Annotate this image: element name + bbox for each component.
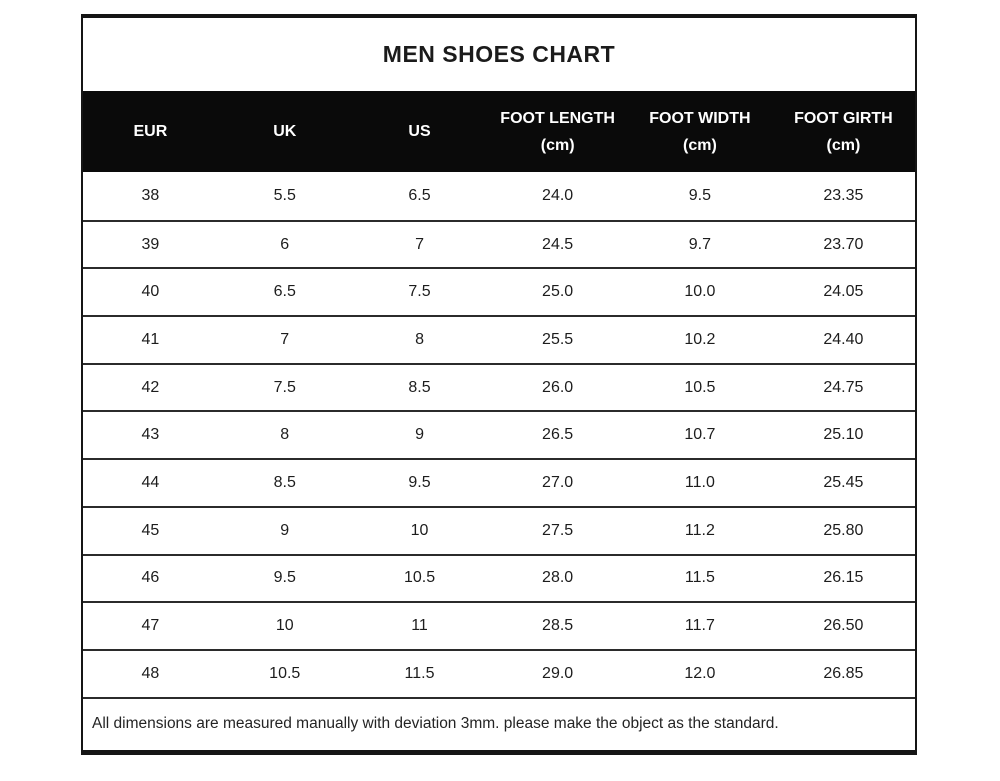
- table-cell-foot-width: 10.0: [684, 283, 716, 301]
- table-row: 43 8 9 26.5 10.7 25.10: [83, 410, 915, 458]
- table-cell-foot-girth: 24.75: [823, 378, 864, 396]
- table-cell-uk: 5.5: [273, 186, 296, 204]
- table-cell-eur: 45: [141, 521, 160, 539]
- table-cell-foot-girth: 25.45: [823, 473, 864, 491]
- table-cell-eur: 41: [141, 330, 160, 348]
- table-cell-eur: 38: [141, 186, 160, 204]
- column-header-label: FOOT LENGTH: [500, 109, 615, 127]
- table-cell-foot-width: 12.0: [684, 664, 716, 682]
- table-cell-foot-girth: 26.15: [823, 569, 864, 587]
- table-row: 48 10.5 11.5 29.0 12.0 26.85: [83, 648, 915, 697]
- table-cell-foot-girth: 25.10: [823, 426, 864, 444]
- table-cell-foot-width: 10.5: [684, 378, 716, 396]
- table-header-row: EUR UK US FOOT LENGTH (cm) FOOT WIDTH (c…: [83, 91, 915, 172]
- table-cell-foot-width: 11.0: [684, 473, 715, 491]
- table-row: 46 9.5 10.5 28.0 11.5 26.15: [83, 553, 915, 602]
- column-header-foot-girth: FOOT GIRTH (cm): [772, 91, 915, 172]
- chart-title: MEN SHOES CHART: [382, 41, 616, 67]
- column-header-eur: EUR: [83, 91, 218, 172]
- table-cell-foot-width: 10.2: [684, 330, 716, 348]
- table-cell-us: 11.5: [404, 664, 435, 682]
- table-cell-foot-length: 24.5: [542, 235, 574, 253]
- column-header-unit: (cm): [826, 136, 861, 154]
- column-header-foot-width: FOOT WIDTH (cm): [628, 91, 772, 172]
- table-cell-us: 6.5: [408, 186, 431, 204]
- table-row: 47 10 11 28.5 11.7 26.50: [83, 601, 915, 649]
- table-cell-foot-width: 10.7: [684, 426, 716, 444]
- table-row: 42 7.5 8.5 26.0 10.5 24.75: [83, 362, 915, 411]
- table-cell-uk: 9.5: [273, 569, 296, 587]
- column-header-foot-length: FOOT LENGTH (cm): [487, 91, 628, 172]
- size-chart-table: MEN SHOES CHART EUR UK US FOOT LENGTH (c…: [81, 14, 917, 755]
- table-cell-foot-length: 28.0: [542, 569, 574, 587]
- table-cell-eur: 42: [141, 378, 160, 396]
- table-footnote: All dimensions are measured manually wit…: [83, 696, 915, 750]
- table-cell-uk: 10.5: [269, 664, 301, 682]
- table-cell-foot-width: 11.2: [684, 521, 715, 539]
- table-cell-us: 9.5: [408, 473, 431, 491]
- table-cell-foot-width: 9.5: [688, 186, 711, 204]
- table-cell-foot-length: 25.0: [542, 283, 574, 301]
- table-cell-foot-length: 29.0: [542, 664, 574, 682]
- table-row: 45 9 10 27.5 11.2 25.80: [83, 505, 915, 554]
- table-cell-foot-girth: 23.70: [823, 235, 864, 253]
- table-cell-us: 8.5: [408, 378, 431, 396]
- table-body: 38 5.5 6.5 24.0 9.5 23.35 39 6 7 24.5 9.7 23.70 40 6.…: [83, 172, 915, 697]
- column-header-unit: (cm): [682, 136, 717, 154]
- table-cell-foot-length: 24.0: [542, 186, 574, 204]
- table-cell-foot-width: 11.5: [684, 569, 715, 587]
- table-cell-eur: 39: [141, 235, 160, 253]
- table-cell-us: 10: [410, 521, 429, 539]
- table-cell-foot-girth: 26.85: [823, 664, 864, 682]
- table-cell-eur: 43: [141, 426, 160, 444]
- column-header-us: US: [352, 91, 488, 172]
- table-cell-uk: 10: [275, 617, 294, 635]
- table-cell-foot-length: 27.0: [542, 473, 574, 491]
- column-header-uk: UK: [218, 91, 352, 172]
- table-cell-foot-length: 26.5: [542, 426, 574, 444]
- column-header-label: EUR: [133, 123, 168, 140]
- table-cell-uk: 7: [280, 330, 290, 348]
- table-row: 38 5.5 6.5 24.0 9.5 23.35: [83, 172, 915, 220]
- table-cell-eur: 44: [141, 473, 160, 491]
- table-cell-foot-girth: 26.50: [823, 617, 864, 635]
- table-cell-uk: 7.5: [273, 378, 296, 396]
- column-header-label: FOOT WIDTH: [649, 109, 751, 127]
- table-cell-foot-width: 11.7: [684, 617, 715, 635]
- table-cell-eur: 46: [141, 569, 160, 587]
- table-row: 39 6 7 24.5 9.7 23.70: [83, 219, 915, 268]
- table-cell-uk: 8: [280, 426, 290, 444]
- table-cell-us: 10.5: [403, 569, 436, 587]
- column-header-label: US: [408, 123, 431, 140]
- table-cell-eur: 47: [141, 617, 160, 635]
- table-cell-eur: 40: [141, 283, 160, 301]
- table-row: 41 7 8 25.5 10.2 24.40: [83, 315, 915, 363]
- column-header-label: FOOT GIRTH: [794, 109, 893, 127]
- table-cell-foot-girth: 25.80: [823, 521, 864, 539]
- table-row: 40 6.5 7.5 25.0 10.0 24.05: [83, 267, 915, 315]
- table-cell-foot-width: 9.7: [688, 235, 711, 253]
- table-cell-foot-girth: 24.40: [823, 330, 864, 348]
- table-cell-eur: 48: [141, 664, 160, 682]
- column-header-unit: (cm): [540, 136, 575, 154]
- table-cell-us: 7: [415, 235, 424, 253]
- table-cell-uk: 6.5: [273, 283, 296, 301]
- table-cell-foot-length: 26.0: [542, 378, 574, 396]
- table-cell-us: 9: [415, 426, 424, 444]
- table-cell-uk: 9: [280, 521, 290, 539]
- table-cell-us: 11: [411, 617, 428, 635]
- table-cell-foot-girth: 23.35: [823, 186, 864, 204]
- column-header-label: UK: [273, 123, 297, 140]
- table-cell-uk: 6: [280, 235, 290, 253]
- table-row: 44 8.5 9.5 27.0 11.0 25.45: [83, 458, 915, 506]
- table-cell-uk: 8.5: [273, 473, 296, 491]
- table-cell-foot-length: 27.5: [542, 521, 574, 539]
- table-cell-foot-girth: 24.05: [823, 283, 864, 301]
- table-cell-foot-length: 25.5: [542, 330, 574, 348]
- table-cell-foot-length: 28.5: [542, 617, 574, 635]
- table-cell-us: 8: [415, 330, 424, 348]
- table-cell-us: 7.5: [408, 283, 431, 301]
